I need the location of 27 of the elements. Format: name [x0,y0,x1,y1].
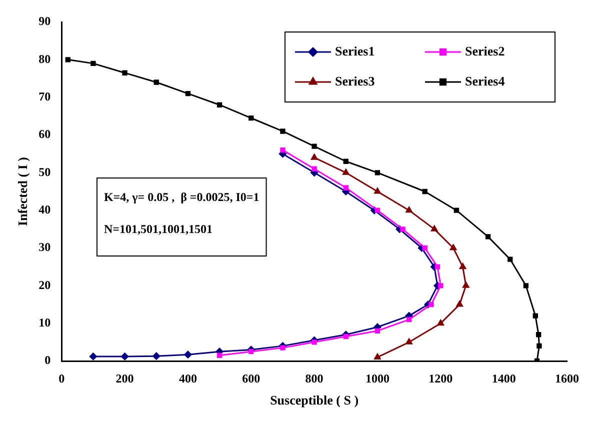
x-tick-label: 1200 [428,371,453,386]
y-tick-label: 60 [38,127,51,142]
annotation: K=4, γ= 0.05 , β =0.0025, I0=1 [104,190,260,204]
y-tick-label: 30 [38,240,51,254]
legend-label: Series1 [335,43,375,58]
y-tick-label: 80 [38,52,51,66]
y-tick-label: 90 [38,14,51,28]
y-tick-label: 20 [38,278,51,292]
y-tick-label: 10 [38,315,51,330]
x-tick-label: 600 [242,371,260,386]
x-tick-label: 800 [305,371,324,386]
y-axis-title: Infected ( I ) [15,157,30,226]
legend-label: Series2 [465,43,505,58]
x-tick-label: 1000 [365,371,390,386]
x-axis-title: Susceptible ( S ) [270,392,359,408]
x-tick-label: 1400 [492,371,516,386]
legend-label: Series4 [465,73,506,88]
x-tick-label: 1600 [555,371,579,386]
x-tick-label: 0 [58,371,65,386]
y-tick-label: 70 [38,89,51,104]
legend-label: Series3 [335,73,376,88]
annotation: N=101,501,1001,1501 [104,222,212,236]
y-tick-label: 0 [44,353,51,368]
y-tick-label: 40 [38,202,51,216]
x-tick-label: 400 [178,371,197,386]
y-tick-label: 50 [38,164,51,179]
x-tick-label: 200 [116,371,134,386]
